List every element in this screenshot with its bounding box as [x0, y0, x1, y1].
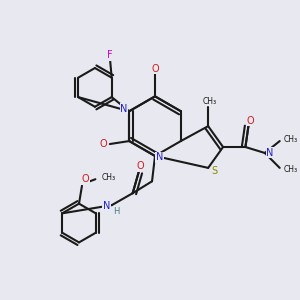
Text: N: N	[266, 148, 274, 158]
Text: F: F	[107, 50, 113, 60]
Text: O: O	[136, 161, 144, 171]
Text: O: O	[100, 139, 107, 149]
Text: O: O	[82, 174, 89, 184]
Text: N: N	[103, 201, 110, 211]
Text: N: N	[156, 152, 163, 163]
Text: S: S	[212, 167, 218, 176]
Text: CH₃: CH₃	[283, 165, 297, 174]
Text: CH₃: CH₃	[101, 173, 116, 182]
Text: CH₃: CH₃	[202, 97, 217, 106]
Text: O: O	[246, 116, 254, 126]
Text: CH₃: CH₃	[283, 135, 297, 144]
Text: O: O	[151, 64, 159, 74]
Text: H: H	[113, 207, 119, 216]
Text: N: N	[120, 104, 127, 114]
